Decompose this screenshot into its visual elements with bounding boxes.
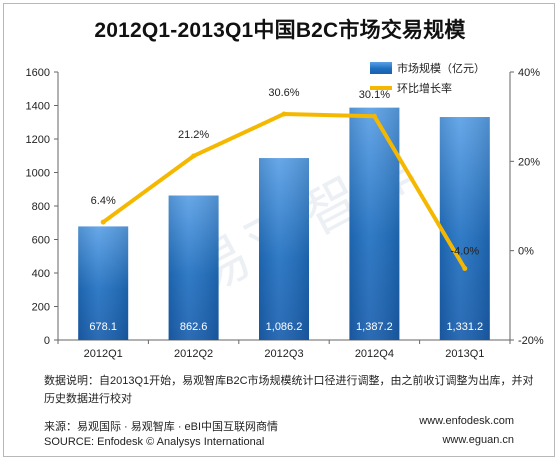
- legend-bar-swatch: [370, 62, 392, 74]
- bar-value-label: 1,387.2: [356, 321, 393, 333]
- axes: 0 200 400 600 800 1000 1200 1400 1600 -20% 0% 20% 40…: [26, 67, 544, 360]
- y-left-tick-label: 1000: [26, 168, 50, 180]
- y-right-tick-label: 20%: [518, 156, 540, 168]
- growth-value-label: 21.2%: [178, 129, 209, 141]
- y-right-tick-label: 0%: [518, 246, 534, 258]
- x-tick-label: 2012Q2: [174, 348, 213, 360]
- y-left-tick-label: 800: [32, 201, 50, 213]
- bar-value-label: 862.6: [180, 321, 208, 333]
- bar-value-label: 1,086.2: [266, 321, 303, 333]
- bar-shade: [439, 117, 490, 340]
- bar-value-label: 1,331.2: [446, 321, 483, 333]
- y-right-tick-label: -20%: [518, 335, 544, 347]
- legend: 市场规模（亿元） 环比增长率: [370, 61, 485, 95]
- y-left-tick-label: 0: [44, 335, 50, 347]
- growth-value-label: 30.6%: [268, 87, 299, 99]
- website-enfodesk: www.enfodesk.com: [419, 415, 514, 427]
- legend-line-label: 环比增长率: [397, 81, 452, 95]
- bar-shade: [259, 158, 309, 340]
- growth-value-label: 6.4%: [91, 195, 116, 207]
- growth-point: [371, 113, 377, 119]
- y-left-tick-label: 1400: [26, 101, 50, 113]
- website-eguan: www.eguan.cn: [442, 434, 514, 446]
- growth-point: [281, 111, 287, 117]
- growth-point: [462, 266, 468, 272]
- x-tick-label: 2013Q1: [445, 348, 484, 360]
- growth-value-label: 30.1%: [359, 89, 390, 101]
- bars: 678.1 862.6 1,086.2 1,387.2 1,331.2: [78, 107, 490, 340]
- data-note: 数据说明：自2013Q1开始，易观智库B2C市场规模统计口径进行调整，由之前收订…: [44, 375, 534, 405]
- growth-line: 6.4% 21.2% 30.6% 30.1% -4.0%: [91, 87, 479, 272]
- y-left-tick-label: 1600: [26, 67, 50, 79]
- y-left-tick-label: 200: [32, 302, 50, 314]
- bar-value-label: 678.1: [89, 321, 117, 333]
- chart-title: 2012Q1-2013Q1中国B2C市场交易规模: [94, 19, 466, 42]
- source-en: SOURCE: Enfodesk © Analysys Internationa…: [44, 436, 265, 448]
- x-tick-label: 2012Q4: [355, 348, 394, 360]
- x-tick-label: 2012Q3: [264, 348, 303, 360]
- y-left-tick-label: 600: [32, 235, 50, 247]
- growth-point: [100, 219, 106, 225]
- y-right-tick-label: 40%: [518, 67, 540, 79]
- legend-bar-label: 市场规模（亿元）: [397, 61, 485, 75]
- source-cn: 来源：易观国际 · 易观智库 · eBI中国互联网商情: [44, 421, 279, 433]
- y-left-tick-label: 400: [32, 268, 50, 280]
- bar-shade: [78, 226, 129, 340]
- x-tick-label: 2012Q1: [84, 348, 123, 360]
- y-left-tick-label: 1200: [26, 134, 50, 146]
- growth-point: [191, 153, 197, 159]
- growth-value-label: -4.0%: [450, 246, 479, 258]
- bar-shade: [168, 195, 219, 340]
